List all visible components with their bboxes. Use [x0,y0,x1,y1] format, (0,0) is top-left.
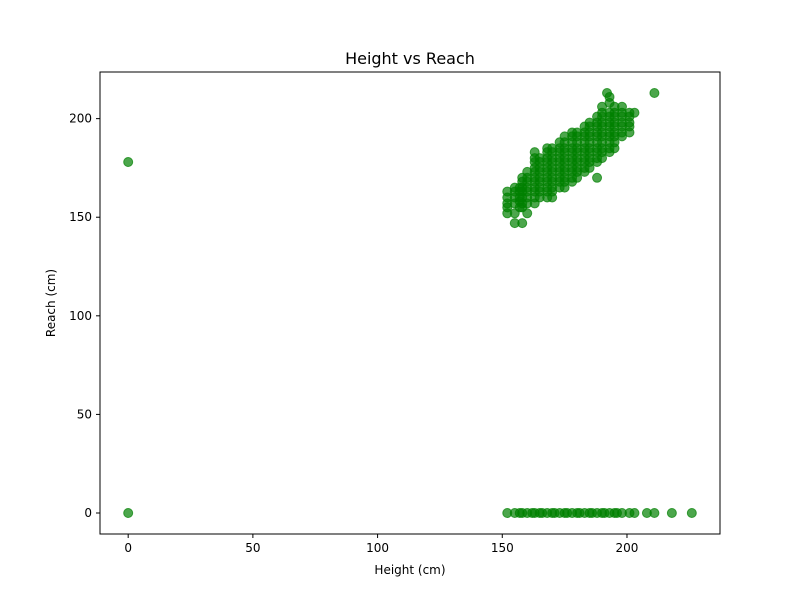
data-point [592,172,603,183]
x-axis-ticks: 0 50 100 150 200 [124,534,638,555]
y-axis-ticks: 0 50 100 150 200 [69,112,100,520]
data-point [522,208,533,219]
y-tick-label: 0 [84,506,92,520]
x-axis-label: Height (cm) [374,563,445,577]
x-tick-label: 150 [491,541,514,555]
axes-frame [99,71,721,535]
data-point [686,508,697,518]
data-point [649,88,660,98]
data-point [616,101,627,112]
x-tick-label: 200 [616,541,639,555]
data-point [629,107,640,118]
data-point [666,508,677,518]
y-tick-label: 200 [69,112,92,126]
y-tick-label: 100 [69,309,92,323]
data-point [649,508,660,518]
x-tick-label: 100 [366,541,389,555]
data-point [123,157,134,168]
data-point [629,508,640,518]
y-tick-label: 150 [69,210,92,224]
y-tick-label: 50 [77,407,92,421]
data-point [517,218,528,229]
y-axis-label: Reach (cm) [44,269,58,337]
data-point [602,88,613,98]
chart-title: Height vs Reach [345,49,475,68]
x-tick-label: 0 [124,541,132,555]
x-tick-label: 50 [245,541,260,555]
data-points [123,88,697,518]
data-point [123,508,134,518]
